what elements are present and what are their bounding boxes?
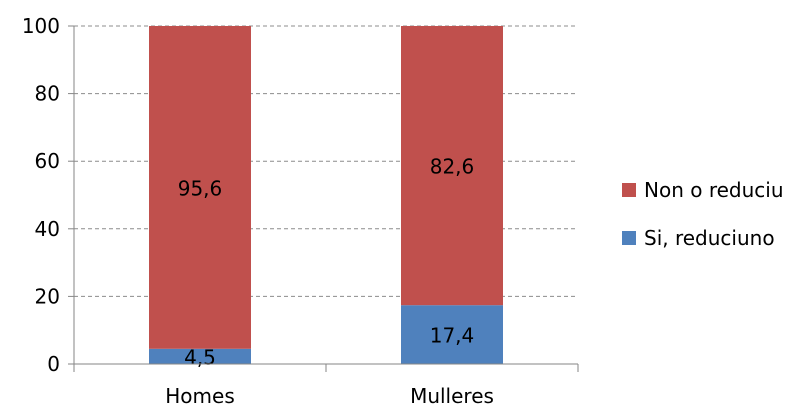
bars — [149, 26, 503, 364]
legend-label: Non o reduciu — [644, 178, 784, 202]
bar-segment-si-reduciuno — [401, 305, 503, 364]
y-tick-label: 60 — [35, 149, 60, 173]
legend-swatch — [622, 231, 636, 245]
y-tick-label: 40 — [35, 217, 60, 241]
legend: Non o reduciu Si, reduciuno — [622, 178, 784, 250]
data-label: 95,6 — [178, 176, 223, 200]
bar-segment-non-o-reduciu — [401, 26, 503, 306]
x-category-label: Mulleres — [410, 384, 494, 408]
bar-segment-non-o-reduciu — [149, 26, 251, 349]
y-tick-label: 0 — [47, 352, 60, 376]
x-axis: Homes Mulleres — [73, 363, 579, 408]
legend-swatch — [622, 183, 636, 197]
legend-label: Si, reduciuno — [644, 226, 775, 250]
data-label: 17,4 — [430, 324, 475, 348]
x-category-label: Homes — [165, 384, 234, 408]
data-label: 4,5 — [184, 345, 216, 369]
bar-segment-si-reduciuno — [149, 348, 251, 364]
data-labels: 4,5 95,6 17,4 82,6 — [178, 155, 475, 370]
y-tick-label: 20 — [35, 284, 60, 308]
y-tick-label: 80 — [35, 82, 60, 106]
data-label: 82,6 — [430, 155, 475, 179]
y-tick-label: 100 — [22, 14, 60, 38]
y-axis: 0 20 40 60 80 100 — [22, 14, 75, 376]
